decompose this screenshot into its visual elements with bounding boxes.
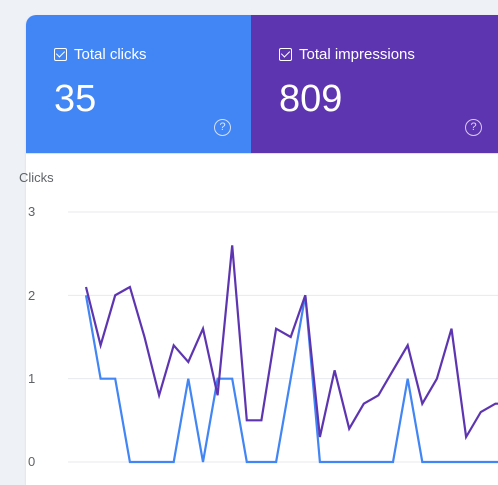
help-icon[interactable]: ?	[214, 119, 231, 136]
divider	[26, 153, 498, 154]
help-icon[interactable]: ?	[465, 119, 482, 136]
impressions-series-line	[84, 245, 498, 441]
clicks-chart	[68, 211, 498, 464]
y-tick-label: 2	[28, 288, 36, 303]
total-clicks-tile[interactable]: Total clicks 35 ?	[26, 15, 251, 153]
total-impressions-tile[interactable]: Total impressions 809 ?	[251, 15, 498, 153]
performance-card: Total clicks 35 ? Total impressions 809 …	[26, 15, 498, 485]
y-tick-label: 0	[28, 454, 36, 469]
total-clicks-value: 35	[54, 78, 97, 120]
y-axis-title: Clicks	[19, 170, 54, 185]
y-tick-label: 1	[28, 371, 36, 386]
total-impressions-value: 809	[279, 78, 343, 120]
total-clicks-label: Total clicks	[74, 46, 147, 63]
y-tick-label: 3	[28, 204, 36, 219]
checkbox-checked-icon[interactable]	[279, 48, 292, 61]
total-impressions-label: Total impressions	[299, 46, 415, 63]
clicks-series-line	[84, 295, 498, 464]
checkbox-checked-icon[interactable]	[54, 48, 67, 61]
